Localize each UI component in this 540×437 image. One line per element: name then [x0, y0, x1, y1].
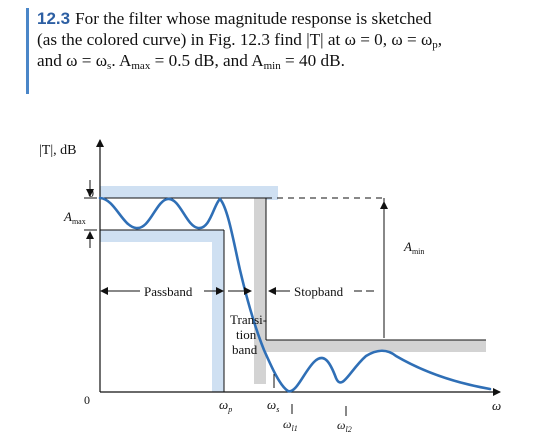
amax-label: Amax	[63, 209, 86, 226]
problem-statement: 12.3 For the filter whose magnitude respo…	[26, 8, 532, 94]
omega-l2-label: ωl2	[337, 418, 352, 434]
tick-zero-top: 0	[88, 186, 94, 200]
amin-label: Amin	[403, 239, 424, 256]
omega-p-label: ωp	[219, 397, 232, 414]
problem-line-1: 12.3 For the filter whose magnitude respo…	[37, 9, 432, 28]
magnitude-response-curve	[98, 196, 492, 393]
problem-line-3: and ω = ωs. Amax = 0.5 dB, and Amin = 40…	[37, 51, 345, 72]
omega-ticks	[273, 374, 347, 416]
problem-number: 12.3	[37, 9, 71, 28]
tick-zero-bottom: 0	[84, 393, 90, 407]
omega-l1-label: ωl1	[283, 417, 298, 433]
x-axis-label: ω	[492, 398, 501, 413]
omega-s-label: ωs	[267, 397, 279, 414]
transition-label-2: tion	[236, 327, 257, 342]
transition-label-1: Transi-	[230, 312, 267, 327]
passband-label: Passband	[144, 284, 193, 299]
transition-label-3: band	[232, 342, 258, 357]
y-axis-label: |T|, dB	[39, 143, 77, 158]
problem-line-2: (as the colored curve) in Fig. 12.3 find…	[37, 30, 443, 51]
axes	[96, 139, 501, 396]
passband-shade	[100, 186, 278, 392]
amax-dimension	[84, 180, 97, 248]
stopband-shade	[254, 198, 486, 384]
stopband-label: Stopband	[294, 284, 344, 299]
